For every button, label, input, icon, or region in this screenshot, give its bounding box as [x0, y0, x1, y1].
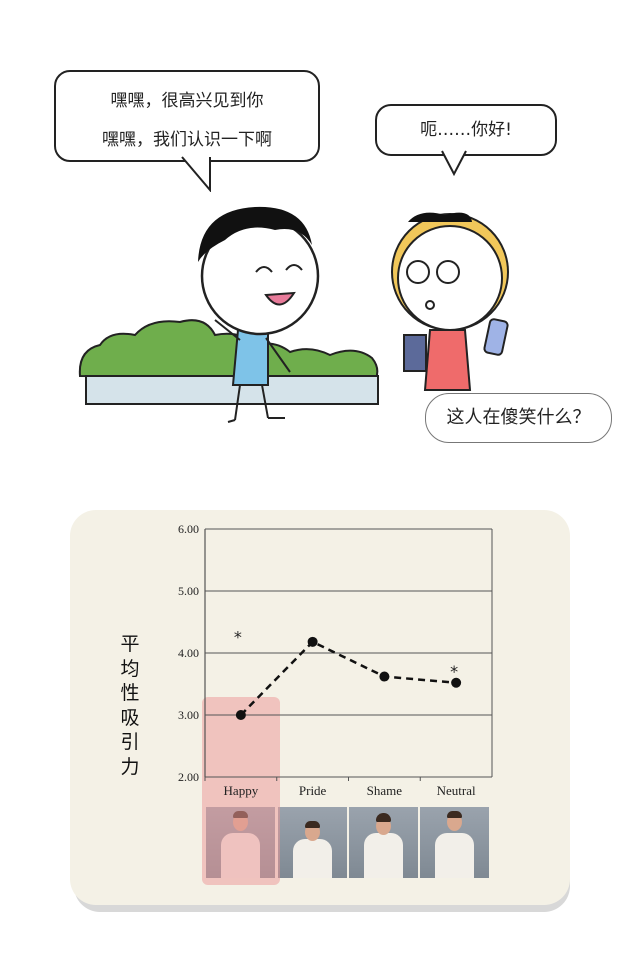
series-line [239, 640, 457, 716]
boy-bubble-tail [181, 156, 211, 192]
photo-shame [349, 807, 418, 878]
bench [85, 375, 379, 405]
boy-character [198, 206, 320, 423]
data-point-neutral [451, 677, 462, 688]
girl-thought-text: 这人在傻笑什么？ [446, 407, 591, 428]
data-point-happy [235, 710, 246, 720]
comic-illustration [78, 206, 509, 423]
y-tick-label: 2.00 [178, 770, 199, 784]
y-tick-label: 3.00 [178, 708, 199, 722]
y-tick-label: 6.00 [178, 522, 199, 536]
girl-speech-bubble: 呃……你好! [375, 104, 557, 156]
boy-speech-line-2: 嘿嘿，我们认识一下啊 [102, 130, 272, 150]
x-tick-label: Shame [367, 783, 403, 798]
happy-highlight [202, 697, 280, 885]
photo-pride [278, 807, 347, 878]
girl-thought-bubble: 这人在傻笑什么？ [425, 393, 612, 443]
x-tick-label: Pride [299, 783, 327, 798]
x-tick-label: Neutral [437, 783, 476, 798]
boy-speech-line-1: 嘿嘿，很高兴见到你 [110, 91, 264, 111]
significance-asterisk: * [450, 662, 458, 681]
significance-asterisk: * [234, 627, 242, 646]
y-axis-label: 平均性吸引力 [120, 633, 140, 778]
girl-speech-text: 呃……你好! [420, 120, 512, 140]
photo-neutral [420, 807, 489, 878]
data-point-shame [379, 671, 390, 682]
x-tick-label: Happy [224, 783, 259, 798]
y-tick-label: 4.00 [178, 646, 199, 660]
girl-character [391, 212, 509, 391]
y-tick-label: 5.00 [178, 584, 199, 598]
data-point-pride [307, 636, 318, 647]
girl-bubble-tail [441, 150, 467, 176]
